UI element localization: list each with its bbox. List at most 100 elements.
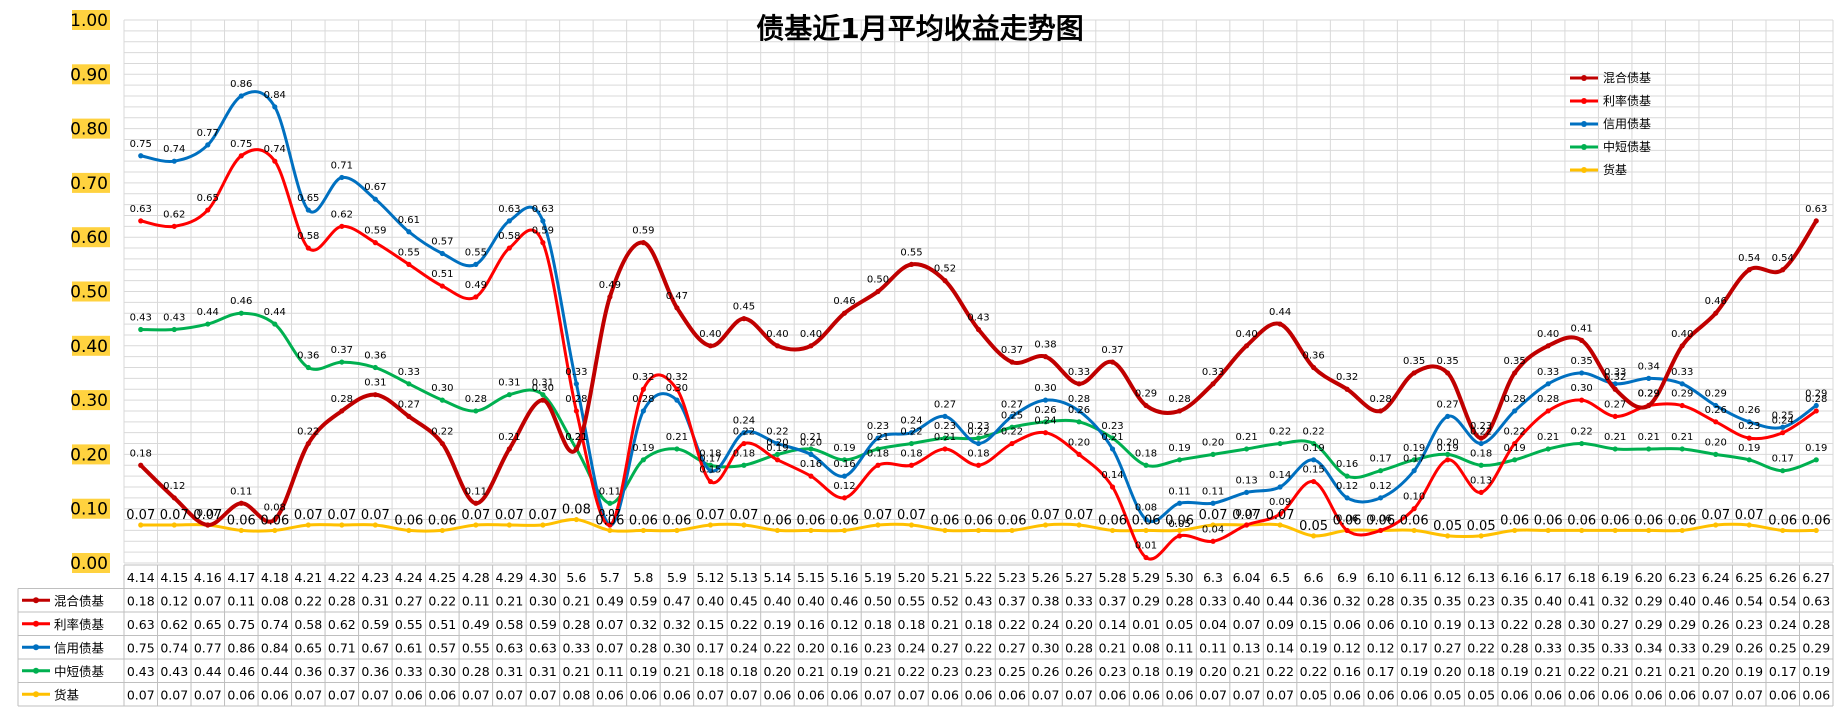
data-point <box>339 408 345 414</box>
data-point <box>473 500 479 506</box>
data-label: 0.35 <box>1403 356 1425 367</box>
data-point <box>640 527 647 534</box>
data-label: 0.67 <box>364 182 386 193</box>
data-label: 0.30 <box>666 383 688 394</box>
data-label: 0.28 <box>1537 394 1559 405</box>
data-point <box>1512 440 1518 447</box>
table-cell: 0.37 <box>998 593 1026 608</box>
x-tick-label: 5.30 <box>1166 570 1194 585</box>
data-label: 0.65 <box>197 193 219 204</box>
data-point <box>607 522 613 528</box>
data-label: 0.05 <box>1299 519 1328 534</box>
y-tick-label: 1.00 <box>70 11 108 31</box>
data-label: 0.25 <box>1772 410 1794 421</box>
table-cell: 0.62 <box>160 617 188 632</box>
table-cell: 0.25 <box>998 664 1026 679</box>
data-label: 0.06 <box>1567 513 1596 528</box>
x-tick-label: 4.22 <box>328 570 356 585</box>
table-cell: 0.06 <box>1802 687 1830 702</box>
data-label: 0.21 <box>1638 432 1660 443</box>
data-point <box>305 440 311 447</box>
table-cell: 0.30 <box>1032 640 1060 655</box>
data-label: 0.01 <box>1135 541 1157 552</box>
table-cell: 0.07 <box>1065 687 1093 702</box>
table-cell: 0.30 <box>1568 617 1596 632</box>
table-cell: 0.29 <box>1635 593 1663 608</box>
table-cell: 0.61 <box>395 640 423 655</box>
data-label: 0.06 <box>830 513 859 528</box>
y-tick-label: 0.40 <box>70 337 108 357</box>
data-label: 0.19 <box>1504 443 1526 454</box>
y-tick-label: 0.00 <box>70 554 108 574</box>
data-point <box>238 500 244 506</box>
data-point <box>1612 527 1618 534</box>
data-point <box>171 326 177 333</box>
data-label: 0.27 <box>934 399 956 410</box>
data-label: 0.28 <box>465 394 487 405</box>
table-cell: 0.11 <box>462 593 490 608</box>
table-cell: 0.36 <box>361 664 389 679</box>
data-label: 0.40 <box>1671 329 1693 340</box>
table-series-label: 混合债基 <box>54 593 105 608</box>
data-point <box>640 240 647 246</box>
table-cell: 0.04 <box>1199 617 1227 632</box>
y-axis: 0.00 0.10 0.20 0.30 0.40 0.50 0.60 0.70 0.80 0.90… <box>70 10 110 574</box>
data-point <box>1176 500 1183 506</box>
table-cell: 0.43 <box>160 664 188 679</box>
data-label: 0.49 <box>599 280 621 291</box>
table-cell: 0.08 <box>261 593 289 608</box>
data-point <box>339 174 345 181</box>
data-point <box>841 310 848 316</box>
table-legend-marker <box>33 597 39 604</box>
data-label: 0.14 <box>1101 470 1123 481</box>
x-tick-label: 5.15 <box>797 570 825 585</box>
data-label: 0.24 <box>1772 416 1794 427</box>
data-point <box>171 495 177 501</box>
data-point <box>1713 522 1719 528</box>
table-cell: 0.18 <box>127 593 155 608</box>
x-tick-label: 6.3 <box>1203 570 1223 585</box>
table-cell: 0.21 <box>1099 640 1127 655</box>
data-point <box>1679 381 1685 387</box>
table-cell: 0.24 <box>898 640 926 655</box>
y-tick-label: 0.30 <box>70 391 108 411</box>
y-tick-highlight <box>72 118 110 139</box>
data-point <box>908 522 915 528</box>
data-label: 0.55 <box>900 247 922 258</box>
data-label: 0.71 <box>331 160 353 171</box>
table-cell: 0.17 <box>696 640 724 655</box>
table-cell: 0.36 <box>294 664 322 679</box>
data-point <box>406 381 412 387</box>
y-tick-label: 0.10 <box>70 500 108 520</box>
table-cell: 0.23 <box>864 640 892 655</box>
data-point <box>640 408 647 414</box>
data-label: 0.07 <box>461 508 490 523</box>
data-point <box>774 440 781 447</box>
data-label: 0.36 <box>1302 351 1324 362</box>
table-cell: 0.29 <box>1668 617 1696 632</box>
table-cell: 0.18 <box>1467 664 1495 679</box>
table-cell: 0.19 <box>831 664 859 679</box>
table-cell: 0.07 <box>1735 687 1763 702</box>
data-label: 0.38 <box>1034 340 1056 351</box>
data-label: 0.08 <box>562 503 591 518</box>
data-label: 0.17 <box>1369 454 1391 465</box>
table-cell: 0.63 <box>127 617 155 632</box>
table-cell: 0.33 <box>1534 640 1562 655</box>
data-point <box>305 207 311 213</box>
data-label: 0.29 <box>1638 389 1660 400</box>
data-label: 0.07 <box>1701 508 1730 523</box>
table-cell: 0.86 <box>227 640 255 655</box>
data-label: 0.63 <box>532 204 554 215</box>
data-label: 0.19 <box>1403 443 1425 454</box>
data-point <box>1009 440 1015 447</box>
data-point <box>1445 533 1451 539</box>
data-point <box>741 430 747 436</box>
data-label: 0.28 <box>1168 394 1190 405</box>
data-point <box>1445 451 1451 457</box>
table-cell: 0.06 <box>1769 687 1797 702</box>
data-point <box>841 473 848 479</box>
data-point <box>707 462 714 468</box>
table-cell: 0.19 <box>1501 664 1529 679</box>
data-label: 0.61 <box>398 215 420 226</box>
